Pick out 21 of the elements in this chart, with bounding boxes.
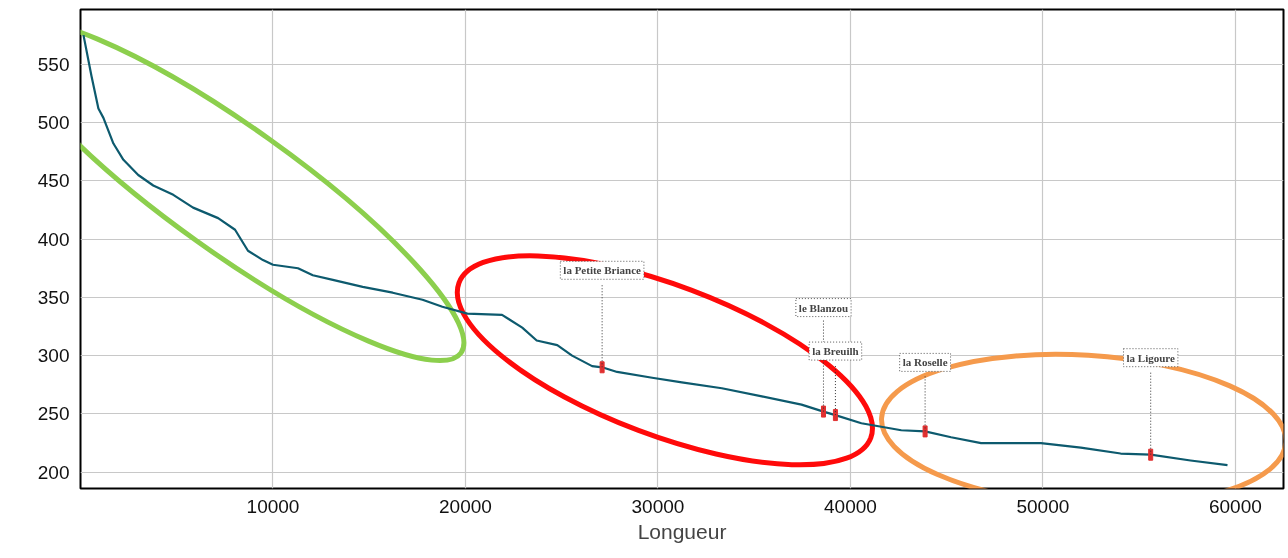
y-tick-label: 550 bbox=[37, 53, 70, 75]
x-tick-label: 30000 bbox=[631, 495, 685, 517]
x-tick-label: 60000 bbox=[1208, 495, 1262, 517]
x-tick-label: 50000 bbox=[1016, 495, 1070, 517]
annotation: la Breuilh bbox=[812, 345, 859, 358]
y-tick-label: 400 bbox=[37, 228, 70, 250]
x-tick-label: 20000 bbox=[439, 495, 492, 517]
y-tick-label: 500 bbox=[37, 112, 70, 134]
annotation: la Roselle bbox=[902, 356, 948, 369]
y-tick-label: 250 bbox=[37, 403, 70, 425]
annotation: le Blanzou bbox=[798, 301, 849, 314]
x-axis-title: Longueur bbox=[637, 519, 727, 543]
y-tick-label: 200 bbox=[37, 461, 70, 483]
x-tick-label: 40000 bbox=[824, 495, 877, 517]
annotation: la Petite Briance bbox=[563, 264, 642, 277]
y-tick-label: 450 bbox=[37, 170, 70, 192]
y-tick-label: 350 bbox=[37, 286, 70, 308]
annotation: la Ligoure bbox=[1126, 351, 1175, 364]
y-tick-label: 300 bbox=[37, 345, 70, 367]
line-series bbox=[82, 34, 1229, 467]
x-tick-label: 10000 bbox=[246, 495, 300, 517]
